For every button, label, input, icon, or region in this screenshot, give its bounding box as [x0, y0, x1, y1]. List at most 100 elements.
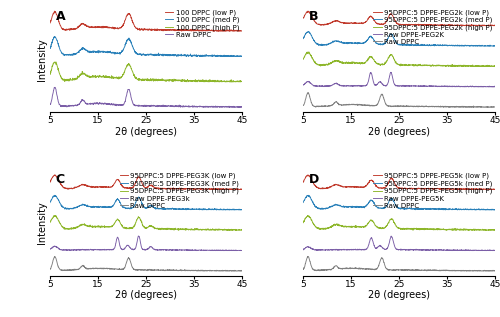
- 95DPPC:5 DPPE-PEG5k (med P): [378, 206, 384, 210]
- Raw DPPC: [492, 105, 498, 108]
- 95DPPC:5 DPPE-PEG2k (low P): [306, 9, 312, 13]
- 95DPPC:5 DPPE-PEG5k (high P): [385, 222, 391, 226]
- Raw DPPC: [47, 268, 53, 271]
- 95DPPC:5 DPPE-PEG5k (low P): [385, 181, 391, 185]
- 95DPPC:5 DPPE-PEG5k (med P): [440, 208, 446, 212]
- 95DPPC:5 DPPE-PEG5k (med P): [454, 207, 460, 211]
- 95DPPC:5 DPPE-PEG3K (low P): [204, 188, 210, 191]
- 100 DPPC (low P): [197, 28, 203, 32]
- 100 DPPC (med P): [52, 35, 58, 38]
- Raw DPPE-PEG5K: [320, 248, 326, 252]
- Line: 95DPPC:5 DPPE-PEG5k (high P): 95DPPC:5 DPPE-PEG5k (high P): [303, 216, 495, 230]
- 95DPPC:5 DPPE-PEG3K (high P): [125, 226, 131, 230]
- 95DPPC:5 DPPE-PEG5k (high P): [305, 214, 311, 217]
- 100 DPPC (high P): [132, 74, 138, 78]
- Raw DPPE-PEG3k: [125, 243, 131, 247]
- Line: 95DPPC:5 DPPE-PEG5k (med P): 95DPPC:5 DPPE-PEG5k (med P): [303, 195, 495, 210]
- 100 DPPC (low P): [178, 29, 184, 33]
- 95DPPC:5 DPPE-PEG2k (high P): [450, 64, 456, 68]
- Raw DPPE-PEG3k: [197, 248, 203, 252]
- 100 DPPC (high P): [53, 60, 59, 64]
- Raw DPPE-PEG2K: [320, 84, 326, 88]
- 95DPPC:5 DPPE-PEG2k (med P): [385, 36, 391, 40]
- Line: 100 DPPC (high P): 100 DPPC (high P): [50, 62, 242, 82]
- 95DPPC:5 DPPE-PEG5k (med P): [450, 207, 456, 211]
- 95DPPC:5 DPPE-PEG2k (low P): [320, 23, 326, 27]
- Raw DPPC: [378, 257, 384, 261]
- 95DPPC:5 DPPE-PEG2k (high P): [306, 50, 312, 54]
- Raw DPPC: [454, 268, 460, 272]
- 95DPPC:5 DPPE-PEG3K (high P): [53, 214, 59, 217]
- Line: 100 DPPC (low P): 100 DPPC (low P): [50, 11, 242, 31]
- 95DPPC:5 DPPE-PEG3K (high P): [132, 223, 138, 227]
- 100 DPPC (high P): [125, 64, 131, 68]
- Raw DPPC: [194, 269, 200, 273]
- Raw DPPC: [385, 104, 391, 108]
- Raw DPPC: [320, 104, 326, 108]
- Raw DPPC: [320, 268, 326, 272]
- 95DPPC:5 DPPE-PEG2k (high P): [320, 63, 326, 67]
- Raw DPPC: [432, 268, 438, 272]
- Raw DPPE-PEG2K: [300, 83, 306, 87]
- Raw DPPC: [67, 104, 73, 107]
- Raw DPPE-PEG3k: [239, 249, 245, 252]
- 95DPPC:5 DPPE-PEG3K (high P): [179, 228, 185, 231]
- 95DPPC:5 DPPE-PEG3K (med P): [132, 203, 138, 206]
- Line: Raw DPPC: Raw DPPC: [303, 93, 495, 107]
- 95DPPC:5 DPPE-PEG2k (low P): [439, 24, 445, 28]
- 95DPPC:5 DPPE-PEG5k (med P): [306, 193, 312, 197]
- Raw DPPE-PEG5K: [432, 248, 438, 252]
- 95DPPC:5 DPPE-PEG5k (low P): [305, 173, 311, 177]
- Raw DPPE-PEG3k: [66, 248, 72, 252]
- 100 DPPC (low P): [239, 29, 245, 33]
- 100 DPPC (med P): [179, 53, 185, 57]
- 95DPPC:5 DPPE-PEG3K (low P): [67, 187, 73, 191]
- 95DPPC:5 DPPE-PEG5k (med P): [300, 201, 306, 204]
- Raw DPPE-PEG2K: [384, 82, 390, 86]
- 100 DPPC (med P): [47, 46, 53, 50]
- Raw DPPE-PEG3k: [132, 248, 138, 251]
- Raw DPPE-PEG2K: [454, 85, 460, 89]
- 95DPPC:5 DPPE-PEG3K (med P): [67, 207, 73, 211]
- 95DPPC:5 DPPE-PEG3K (high P): [239, 228, 245, 232]
- Raw DPPE-PEG3k: [136, 234, 141, 238]
- 100 DPPC (low P): [52, 9, 58, 13]
- Legend: 100 DPPC (low P), 100 DPPC (med P), 100 DPPC (high P), Raw DPPC: 100 DPPC (low P), 100 DPPC (med P), 100 …: [164, 8, 240, 39]
- 100 DPPC (med P): [188, 55, 194, 58]
- Raw DPPE-PEG5K: [300, 248, 306, 252]
- 95DPPC:5 DPPE-PEG2k (high P): [492, 64, 498, 68]
- 95DPPC:5 DPPE-PEG2k (med P): [450, 44, 456, 48]
- 100 DPPC (med P): [200, 54, 206, 58]
- Raw DPPE-PEG3k: [179, 248, 185, 252]
- 100 DPPC (low P): [132, 25, 138, 29]
- Line: 95DPPC:5 DPPE-PEG2k (high P): 95DPPC:5 DPPE-PEG2k (high P): [303, 52, 495, 67]
- Raw DPPC: [200, 269, 206, 273]
- 95DPPC:5 DPPE-PEG3K (low P): [239, 187, 245, 191]
- Raw DPPE-PEG2K: [492, 85, 498, 88]
- 100 DPPC (high P): [197, 79, 203, 83]
- 100 DPPC (low P): [200, 29, 206, 33]
- Raw DPPC: [132, 104, 138, 107]
- Legend: 95DPPC:5 DPPE-PEG2k (low P), 95DPPC:5 DPPE-PEG2k (med P), 95DPPC:5 DPPE-PEG2k (h: 95DPPC:5 DPPE-PEG2k (low P), 95DPPC:5 DP…: [372, 8, 494, 46]
- 95DPPC:5 DPPE-PEG2k (low P): [492, 23, 498, 27]
- 95DPPC:5 DPPE-PEG3K (high P): [212, 228, 218, 232]
- Raw DPPE-PEG5K: [448, 249, 454, 253]
- Raw DPPE-PEG3k: [68, 249, 73, 253]
- 95DPPC:5 DPPE-PEG2k (med P): [306, 29, 312, 33]
- Raw DPPC: [450, 269, 456, 273]
- 95DPPC:5 DPPE-PEG5k (high P): [410, 228, 416, 232]
- 95DPPC:5 DPPE-PEG3K (med P): [179, 207, 185, 211]
- Raw DPPE-PEG5K: [450, 248, 456, 252]
- Raw DPPC: [200, 105, 206, 109]
- Line: 95DPPC:5 DPPE-PEG3K (med P): 95DPPC:5 DPPE-PEG3K (med P): [50, 195, 242, 210]
- Line: 95DPPC:5 DPPE-PEG2k (low P): 95DPPC:5 DPPE-PEG2k (low P): [303, 11, 495, 26]
- Raw DPPC: [125, 88, 131, 92]
- Raw DPPC: [305, 255, 311, 258]
- 95DPPC:5 DPPE-PEG5k (low P): [454, 187, 460, 191]
- 95DPPC:5 DPPE-PEG2k (med P): [454, 43, 460, 47]
- 100 DPPC (low P): [125, 12, 131, 16]
- 95DPPC:5 DPPE-PEG5k (high P): [378, 226, 384, 230]
- 95DPPC:5 DPPE-PEG2k (low P): [385, 17, 391, 21]
- 95DPPC:5 DPPE-PEG2k (med P): [320, 43, 326, 47]
- 100 DPPC (low P): [47, 21, 53, 25]
